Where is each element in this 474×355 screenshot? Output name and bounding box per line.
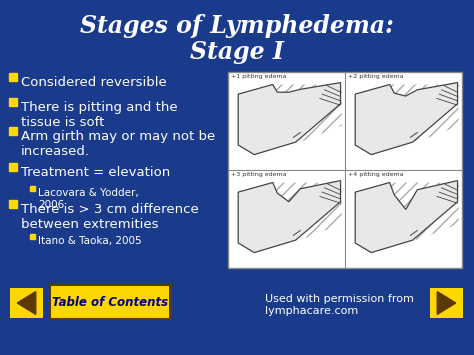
Bar [9, 163, 17, 171]
Bar [9, 73, 17, 81]
Polygon shape [355, 83, 457, 154]
Text: Itano & Taoka, 2005: Itano & Taoka, 2005 [38, 236, 142, 246]
Text: Arm girth may or may not be
increased.: Arm girth may or may not be increased. [21, 130, 215, 158]
Text: +2 pitting edema: +2 pitting edema [348, 74, 403, 79]
Polygon shape [355, 181, 457, 253]
Text: Lacovara & Yodder,
2006: Lacovara & Yodder, 2006 [38, 188, 139, 209]
Bar [50, 285, 170, 319]
Bar [10, 288, 43, 318]
Text: Stage I: Stage I [190, 40, 284, 64]
Bar [228, 72, 462, 268]
Bar [9, 127, 17, 135]
Bar [9, 98, 17, 106]
Polygon shape [238, 181, 340, 253]
Text: +1 pitting edema: +1 pitting edema [231, 74, 286, 79]
Text: Considered reversible: Considered reversible [21, 76, 167, 89]
Text: There is pitting and the
tissue is soft: There is pitting and the tissue is soft [21, 101, 178, 129]
Text: Table of Contents: Table of Contents [52, 295, 168, 308]
Text: Stages of Lymphedema:: Stages of Lymphedema: [80, 14, 394, 38]
Polygon shape [437, 291, 456, 315]
Bar [430, 288, 463, 318]
Polygon shape [17, 291, 36, 315]
Text: Treatment = elevation: Treatment = elevation [21, 166, 170, 179]
Bar [30, 234, 35, 239]
Text: Used with permission from
lymphacare.com: Used with permission from lymphacare.com [265, 294, 414, 316]
Bar [9, 200, 17, 208]
Text: +4 pitting edema: +4 pitting edema [348, 172, 403, 177]
Bar [30, 186, 35, 191]
Text: There is > 3 cm difference
between extremities: There is > 3 cm difference between extre… [21, 203, 199, 231]
Text: +3 pitting edema: +3 pitting edema [231, 172, 286, 177]
Polygon shape [238, 83, 340, 154]
